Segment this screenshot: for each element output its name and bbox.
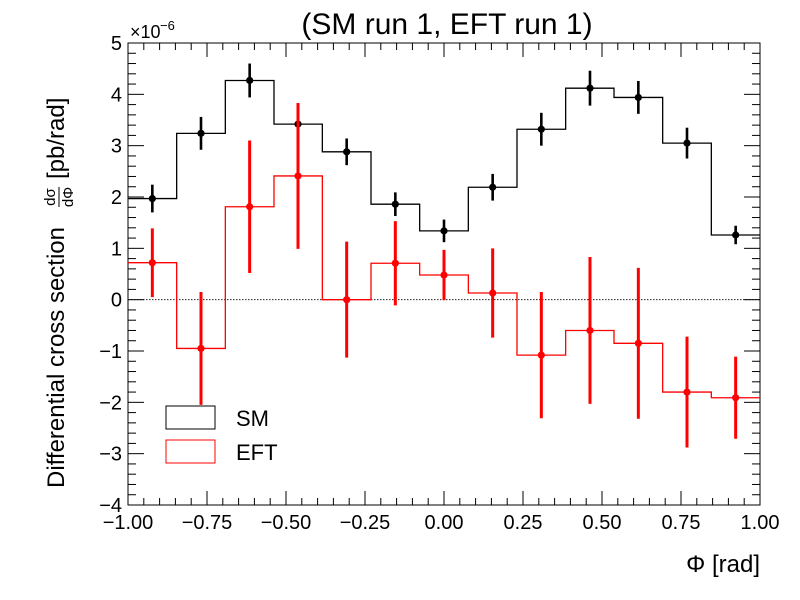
legend-label-sm: SM [236, 406, 269, 431]
data-point-sm [148, 194, 156, 203]
x-tick-label: −0.50 [261, 512, 312, 534]
x-tick-label: 0.25 [504, 512, 543, 534]
series-eft [128, 103, 760, 448]
data-point-eft [634, 339, 642, 347]
data-point-eft [586, 326, 594, 335]
plot-title: (SM run 1, EFT run 1) [301, 8, 592, 41]
data-point-sm [197, 129, 205, 137]
y-exponent-label: ×10 [130, 22, 161, 42]
x-axis-title: Φ [rad] [686, 551, 760, 578]
legend-swatch-eft [165, 439, 216, 464]
y-exponent: ×10 −6 [130, 18, 175, 42]
axis-ticks [127, 42, 761, 506]
y-tick-label: 4 [111, 84, 122, 106]
y-exponent-power: −6 [160, 18, 175, 33]
y-axis-title: Differential cross section dσ dΦ [pb/rad… [42, 98, 77, 488]
data-point-eft [294, 172, 302, 180]
data-point-eft [489, 289, 497, 297]
y-axis-label: Differential cross section [43, 227, 70, 488]
y-axis-fraction-denominator: dΦ [60, 187, 77, 207]
chart-title: (SM run 1, EFT run 1) [301, 8, 592, 41]
y-tick-label: −2 [99, 392, 122, 414]
x-tick-label: −0.25 [340, 512, 391, 534]
y-tick-label: 2 [111, 187, 122, 209]
data-point-eft [732, 394, 740, 402]
y-tick-label: 0 [111, 290, 122, 312]
data-point-sm [391, 200, 399, 208]
y-tick-label: −3 [99, 444, 122, 466]
data-point-eft [391, 259, 399, 267]
data-point-eft [197, 344, 205, 353]
y-tick-label: 3 [111, 136, 122, 158]
data-point-sm [489, 183, 497, 191]
legend: SM EFT [165, 405, 278, 465]
y-tick-label: −1 [99, 341, 122, 363]
x-tick-label: 0.00 [425, 512, 464, 534]
data-point-sm [440, 227, 448, 235]
y-tick-label: 1 [111, 238, 122, 260]
data-point-sm [246, 76, 254, 85]
data-point-eft [343, 296, 351, 304]
y-axis-fraction-numerator: dσ [42, 187, 59, 205]
legend-label-eft: EFT [236, 440, 278, 465]
x-tick-label: 0.50 [583, 512, 622, 534]
tick-labels: −1.00 −0.75 −0.50 −0.25 0.00 0.25 0.50 0.75 1.00… [99, 33, 779, 534]
data-point-sm [343, 148, 351, 156]
data-point-eft [440, 271, 448, 279]
histogram-sm [128, 79, 760, 236]
x-tick-label: −1.00 [103, 512, 154, 534]
data-point-eft [683, 388, 691, 396]
x-tick-label: 1.00 [741, 512, 780, 534]
data-point-sm [683, 139, 691, 147]
y-tick-label: 5 [111, 33, 122, 55]
data-point-sm [732, 231, 740, 239]
x-tick-label: −0.75 [182, 512, 233, 534]
data-point-sm [634, 93, 642, 102]
data-point-eft [537, 351, 545, 359]
legend-swatch-sm [165, 405, 216, 430]
data-point-sm [586, 84, 594, 92]
x-tick-label: 0.75 [662, 512, 701, 534]
data-point-eft [148, 259, 156, 267]
series-layer [128, 63, 760, 448]
x-axis-label: Φ [rad] [686, 551, 760, 578]
y-axis-unit: [pb/rad] [43, 98, 70, 179]
data-point-sm [537, 125, 545, 133]
series-sm [128, 63, 760, 245]
y-tick-label: −4 [99, 495, 122, 517]
data-point-eft [246, 203, 254, 211]
